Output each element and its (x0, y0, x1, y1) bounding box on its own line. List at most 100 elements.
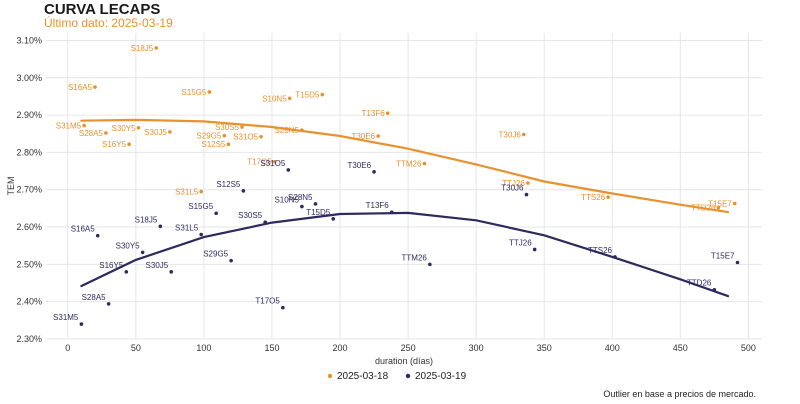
data-label: S15G5 (181, 88, 206, 97)
data-point (240, 125, 244, 129)
data-point (158, 224, 163, 229)
data-point (169, 270, 174, 274)
data-point (385, 111, 390, 116)
data-point (521, 132, 526, 137)
chart-footnote: Outlier en base a precios de mercado. (603, 389, 756, 399)
data-label: S31O5 (233, 133, 258, 142)
data-label: T15D5 (306, 208, 331, 217)
data-point (286, 168, 291, 172)
x-axis-label: duration (días) (375, 356, 433, 366)
data-point (199, 232, 203, 237)
data-label: S16Y5 (102, 140, 127, 149)
data-label: TTJ26 (509, 238, 532, 247)
legend-label: 2025-03-18 (337, 371, 389, 382)
data-label: TTD26 (687, 279, 712, 288)
data-label: T17O5 (255, 297, 280, 306)
data-point (272, 159, 277, 164)
data-point (124, 270, 129, 274)
data-label: S28A5 (79, 129, 104, 138)
data-point (79, 322, 84, 326)
y-axis-label: TEM (6, 177, 16, 196)
data-label: S30Y5 (112, 124, 137, 133)
data-label: S30Y5 (116, 241, 141, 250)
chart-title: CURVA LECAPS (44, 1, 161, 18)
data-label: S18J5 (131, 44, 154, 53)
data-point (526, 181, 530, 185)
data-label: T30E6 (352, 132, 376, 141)
data-point (199, 189, 203, 194)
data-label: S28N5 (274, 126, 299, 135)
data-point (136, 125, 141, 130)
x-tick-label: 250 (401, 343, 416, 353)
x-tick-label: 150 (264, 343, 279, 353)
data-point (241, 189, 246, 193)
data-label: T15D5 (295, 91, 320, 100)
data-point (281, 305, 285, 310)
data-point (95, 233, 100, 238)
data-point (320, 92, 325, 97)
data-label: T30J6 (501, 184, 524, 193)
data-point (613, 255, 617, 259)
data-label: T30J6 (499, 131, 522, 140)
data-point (140, 250, 145, 255)
data-point (422, 161, 427, 166)
series-curve-2025-03-19 (80, 211, 730, 298)
data-label: S28A5 (82, 293, 107, 302)
data-point (428, 262, 432, 267)
y-tick-label: 2.70% (16, 185, 42, 195)
data-label: S29G5 (203, 250, 228, 259)
data-point (168, 130, 172, 134)
data-point (263, 220, 267, 224)
data-point (376, 134, 380, 138)
x-tick-label: 100 (196, 343, 211, 353)
data-label: TTM26 (402, 253, 428, 262)
data-label: S30J5 (144, 128, 167, 137)
data-label: TTD26 (691, 204, 716, 213)
data-label: S31L5 (175, 224, 199, 233)
legend-label: 2025-03-19 (415, 371, 467, 382)
x-tick-label: 400 (605, 343, 620, 353)
data-label: TTM26 (396, 160, 422, 169)
data-point (716, 205, 721, 210)
data-point (154, 46, 159, 50)
data-label: T15E7 (708, 200, 732, 209)
data-point (127, 142, 131, 147)
x-tick-label: 300 (469, 343, 484, 353)
data-label: S16Y5 (99, 261, 124, 270)
y-tick-label: 2.90% (16, 110, 42, 120)
data-label: S31O5 (260, 159, 285, 168)
data-label: S29G5 (196, 132, 221, 141)
data-label: S28N5 (288, 193, 313, 202)
y-tick-label: 2.40% (16, 297, 42, 307)
data-point (214, 211, 218, 216)
data-label: S31L5 (175, 188, 199, 197)
data-point (389, 210, 394, 214)
data-point (532, 247, 537, 252)
data-label: S10N5 (262, 94, 287, 103)
y-tick-label: 3.10% (16, 35, 42, 45)
data-label: S12S5 (216, 180, 241, 189)
data-point (606, 195, 610, 199)
data-point (93, 85, 97, 89)
data-label: S10N5 (274, 196, 299, 205)
y-tick-label: 3.00% (16, 73, 42, 83)
data-point (287, 96, 292, 101)
data-label: T13F6 (362, 109, 386, 118)
data-label: S30J5 (146, 261, 169, 270)
data-label: S16A5 (68, 83, 93, 92)
data-label: S31M5 (53, 313, 79, 322)
data-point (300, 128, 304, 132)
y-tick-label: 2.60% (16, 222, 42, 232)
data-label: T13F6 (366, 201, 390, 210)
x-tick-label: 450 (673, 343, 688, 353)
data-point (226, 142, 231, 147)
data-label: S16A5 (71, 225, 96, 234)
x-tick-label: 50 (131, 343, 141, 353)
y-tick-label: 2.30% (16, 334, 42, 344)
x-tick-label: 200 (333, 343, 348, 353)
data-label: TTS26 (581, 193, 606, 202)
data-point (104, 131, 108, 135)
data-point (300, 204, 304, 209)
series-curve-2025-03-18 (80, 118, 730, 214)
